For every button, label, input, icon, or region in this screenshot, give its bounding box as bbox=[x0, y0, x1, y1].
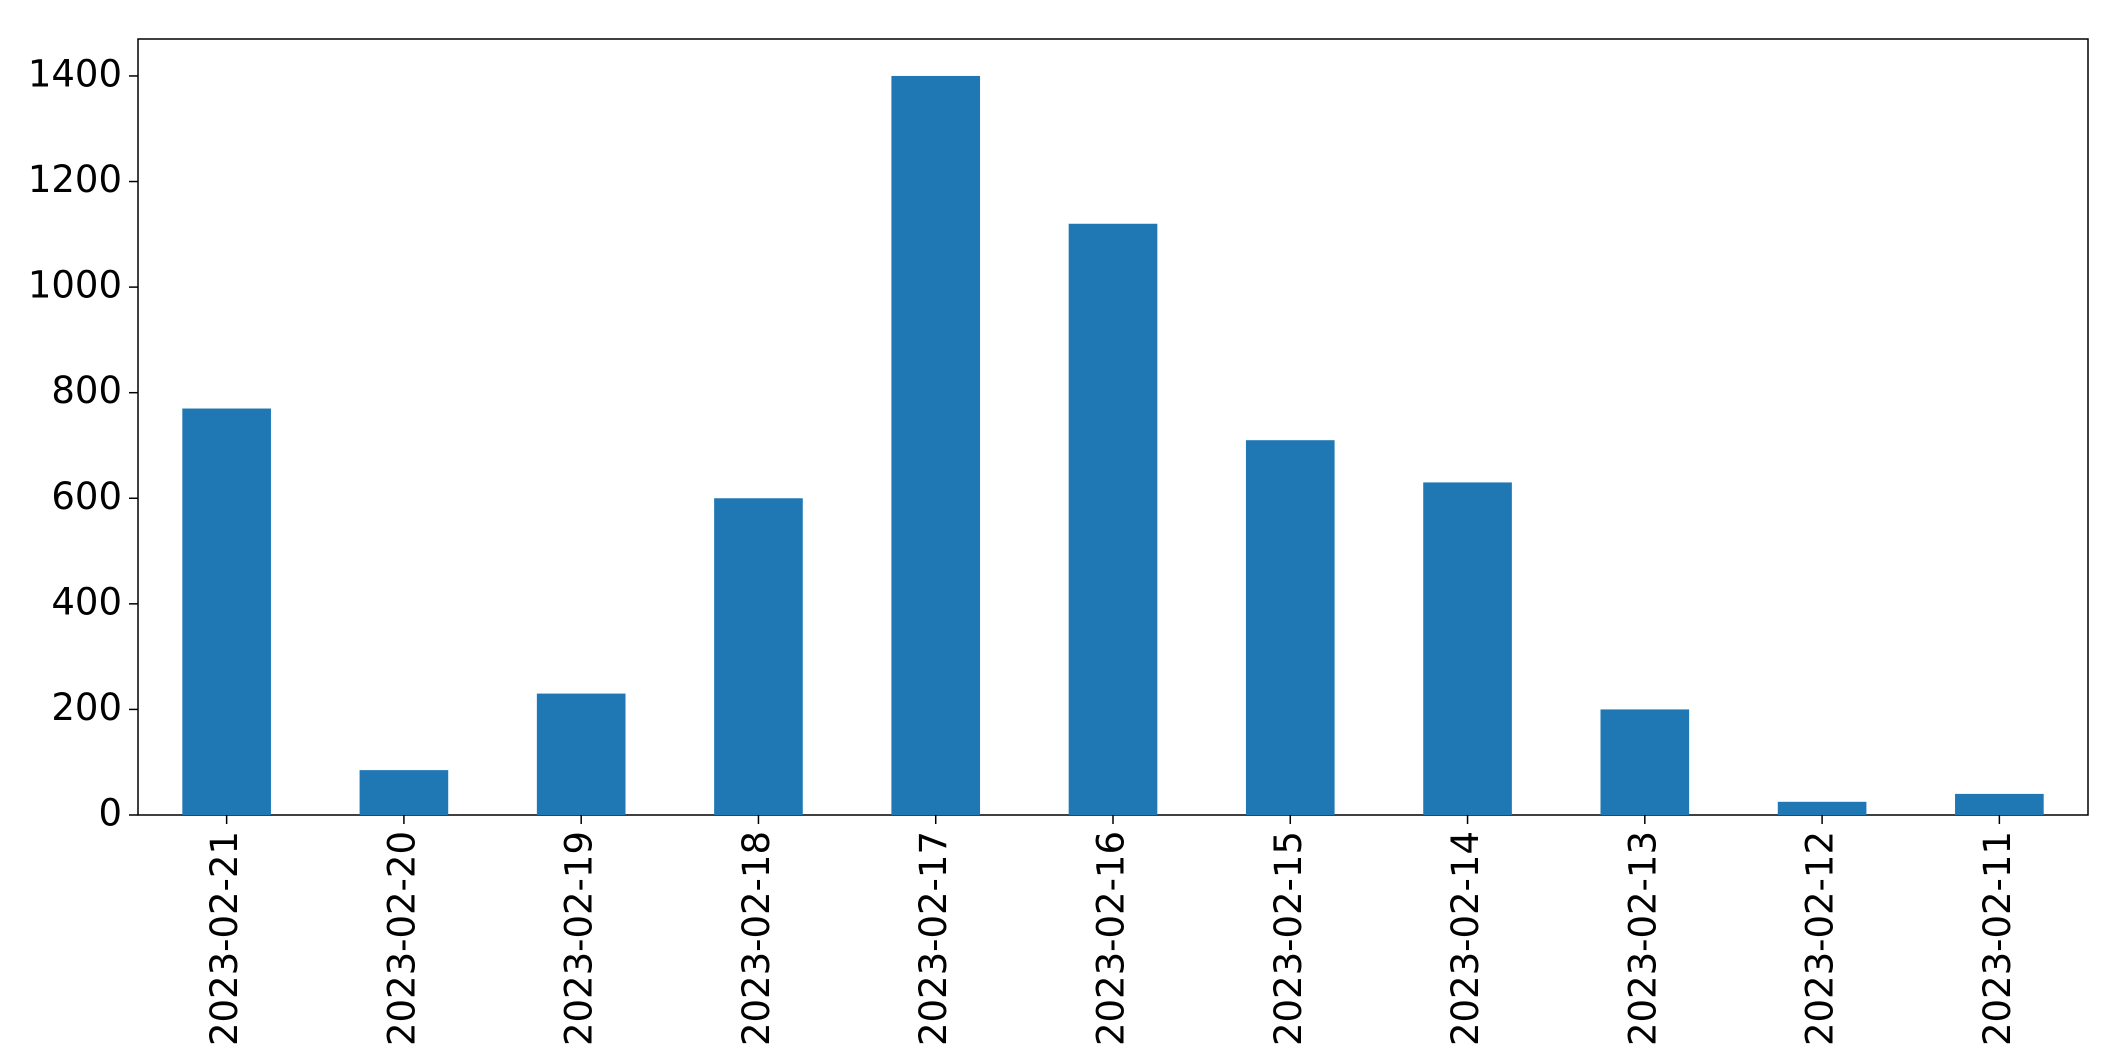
y-tick-label: 200 bbox=[51, 686, 122, 729]
bar bbox=[1955, 793, 2044, 815]
bar bbox=[1423, 482, 1512, 815]
x-tick-label: 2023-02-16 bbox=[1090, 831, 1133, 1046]
y-tick-label: 600 bbox=[51, 475, 122, 518]
y-tick-label: 800 bbox=[51, 369, 122, 412]
bar bbox=[536, 693, 626, 815]
x-tick-label: 2023-02-12 bbox=[1799, 831, 1842, 1046]
y-tick-label: 1000 bbox=[28, 264, 122, 307]
x-tick-label: 2023-02-17 bbox=[912, 831, 955, 1046]
x-tick-label: 2023-02-21 bbox=[203, 831, 246, 1046]
y-tick-label: 400 bbox=[51, 580, 122, 623]
x-tick-label: 2023-02-19 bbox=[558, 831, 601, 1046]
bar bbox=[359, 770, 449, 815]
bar bbox=[182, 408, 271, 815]
y-tick-label: 1200 bbox=[28, 158, 122, 201]
x-tick-label: 2023-02-13 bbox=[1621, 831, 1664, 1046]
x-tick-label: 2023-02-20 bbox=[380, 831, 423, 1046]
x-tick-label: 2023-02-14 bbox=[1444, 831, 1487, 1046]
bar bbox=[1245, 440, 1335, 815]
bar bbox=[891, 75, 981, 815]
bar bbox=[1600, 709, 1690, 815]
y-tick-label: 1400 bbox=[28, 52, 122, 95]
bar bbox=[1777, 801, 1867, 815]
bar bbox=[714, 498, 803, 815]
x-tick-label: 2023-02-15 bbox=[1267, 831, 1310, 1046]
x-tick-label: 2023-02-11 bbox=[1976, 831, 2019, 1046]
x-tick-label: 2023-02-18 bbox=[735, 831, 778, 1046]
y-tick-label: 0 bbox=[98, 792, 122, 835]
bar bbox=[1068, 223, 1158, 815]
